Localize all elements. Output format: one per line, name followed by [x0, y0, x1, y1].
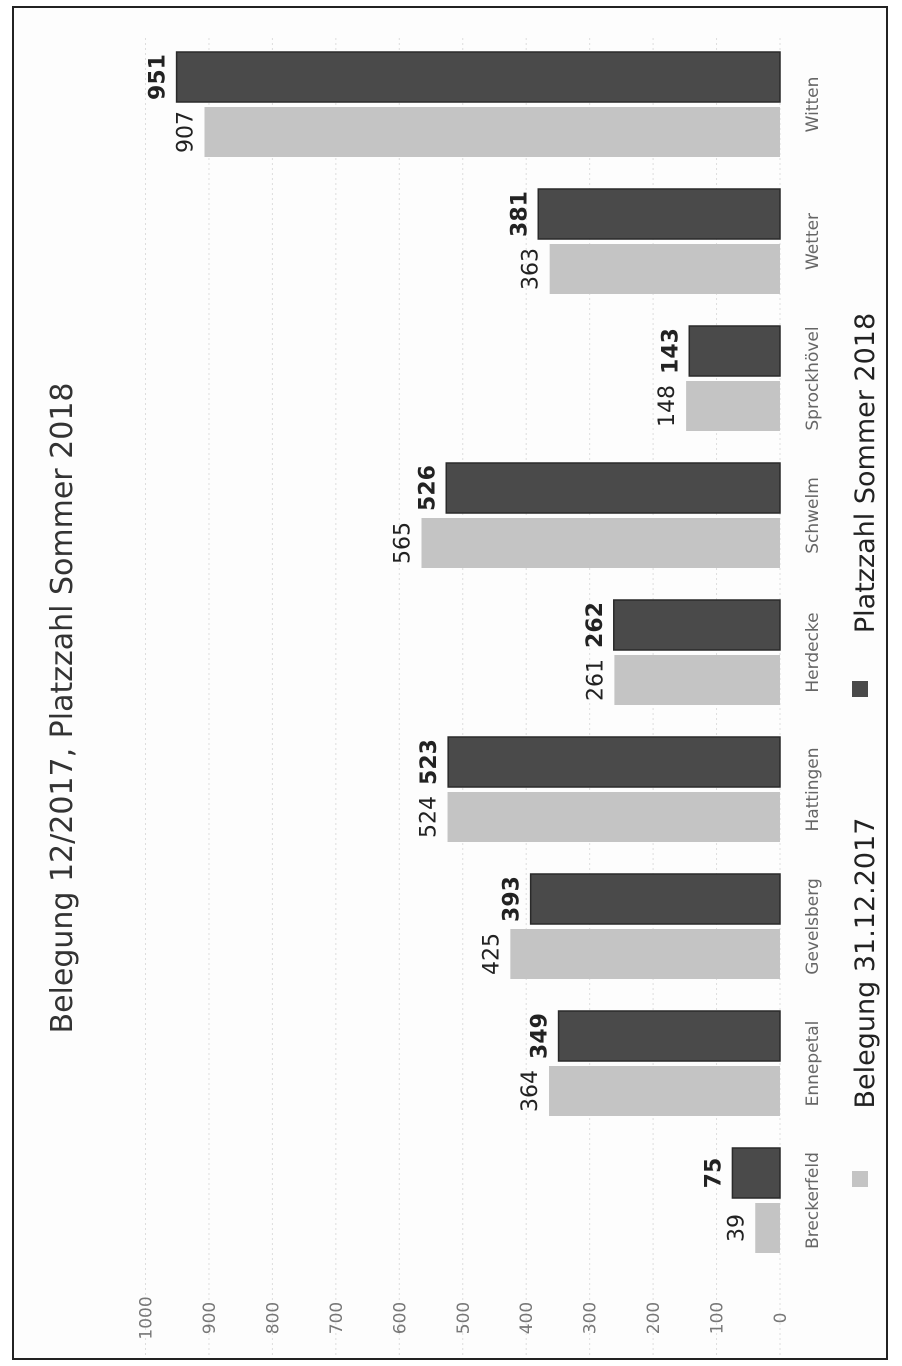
legend: Belegung 31.12.2017 Platzzahl Sommer 2018 — [850, 313, 881, 1187]
data-label: 75 — [701, 1158, 726, 1189]
gridlines — [145, 38, 781, 1358]
data-label: 349 — [528, 1013, 553, 1059]
chart-frame: 0 100 200 300 400 500 600 700 800 900 1000 75 39 Brec… — [12, 6, 888, 1360]
bar — [688, 325, 781, 377]
category-group: 393 425 Gevelsberg — [479, 873, 823, 979]
y-tick-label: 300 — [581, 1302, 601, 1334]
data-label: 523 — [417, 739, 442, 785]
category-group: 381 363 Wetter — [507, 188, 823, 294]
data-label: 951 — [146, 54, 171, 100]
y-tick-label: 900 — [200, 1302, 220, 1334]
bar — [613, 599, 781, 651]
data-label: 143 — [658, 328, 683, 374]
y-tick-label: 200 — [644, 1302, 664, 1334]
legend-swatch — [852, 681, 868, 697]
category-group: 262 261 Herdecke — [583, 599, 823, 705]
data-label: 148 — [655, 385, 680, 427]
y-tick-label: 0 — [771, 1313, 791, 1324]
category-group: 75 39 Breckerfeld — [701, 1147, 823, 1253]
bar — [447, 792, 780, 842]
y-tick-label: 100 — [708, 1302, 728, 1334]
category-group: 349 364 Ennepetal — [518, 1010, 823, 1116]
bar — [421, 518, 780, 568]
bar-chart: 0 100 200 300 400 500 600 700 800 900 1000 75 39 Brec… — [45, 38, 881, 1358]
bar — [755, 1203, 780, 1253]
data-label: 363 — [519, 248, 544, 290]
data-label: 262 — [583, 602, 608, 648]
category-label: Ennepetal — [803, 1021, 823, 1107]
category-label: Wetter — [803, 213, 823, 270]
category-label: Breckerfeld — [803, 1152, 823, 1249]
bar — [557, 1010, 781, 1062]
category-label: Schwelm — [803, 477, 823, 554]
data-label: 526 — [415, 465, 440, 511]
y-tick-label: 800 — [263, 1302, 283, 1334]
y-tick-label: 700 — [327, 1302, 347, 1334]
bar — [445, 462, 781, 514]
data-label: 425 — [479, 933, 504, 975]
bar — [537, 188, 781, 240]
data-label: 381 — [507, 191, 532, 237]
category-label: Sprockhövel — [803, 326, 823, 430]
data-label: 39 — [724, 1214, 749, 1242]
data-label: 565 — [391, 522, 416, 564]
legend-label: Belegung 31.12.2017 — [850, 818, 881, 1109]
category-label: Gevelsberg — [803, 878, 823, 974]
y-tick-label: 500 — [454, 1302, 474, 1334]
bar — [614, 655, 780, 705]
data-label: 393 — [500, 876, 525, 922]
y-tick-label: 600 — [390, 1302, 410, 1334]
bar — [686, 381, 780, 431]
data-label: 261 — [583, 659, 608, 701]
data-label: 907 — [174, 111, 199, 153]
category-label: Hattingen — [803, 747, 823, 831]
bar — [549, 1066, 780, 1116]
bar — [529, 873, 781, 925]
bar — [510, 929, 780, 979]
category-group: 523 524 Hattingen — [417, 736, 823, 842]
category-label: Herdecke — [803, 612, 823, 692]
bar — [175, 51, 781, 103]
bar — [204, 107, 781, 157]
legend-label: Platzzahl Sommer 2018 — [850, 313, 881, 633]
data-label: 524 — [417, 796, 442, 838]
bar — [549, 244, 780, 294]
data-label: 364 — [518, 1070, 543, 1112]
category-group: 526 565 Schwelm — [391, 462, 823, 568]
chart-title: Belegung 12/2017, Platzzahl Sommer 2018 — [45, 382, 80, 1033]
y-tick-label: 400 — [517, 1302, 537, 1334]
y-tick-label: 1000 — [137, 1296, 157, 1339]
bar — [731, 1147, 781, 1199]
bar — [447, 736, 781, 788]
category-group: 143 148 Sprockhövel — [655, 325, 823, 431]
legend-swatch — [852, 1171, 868, 1187]
category-label: Witten — [803, 77, 823, 133]
